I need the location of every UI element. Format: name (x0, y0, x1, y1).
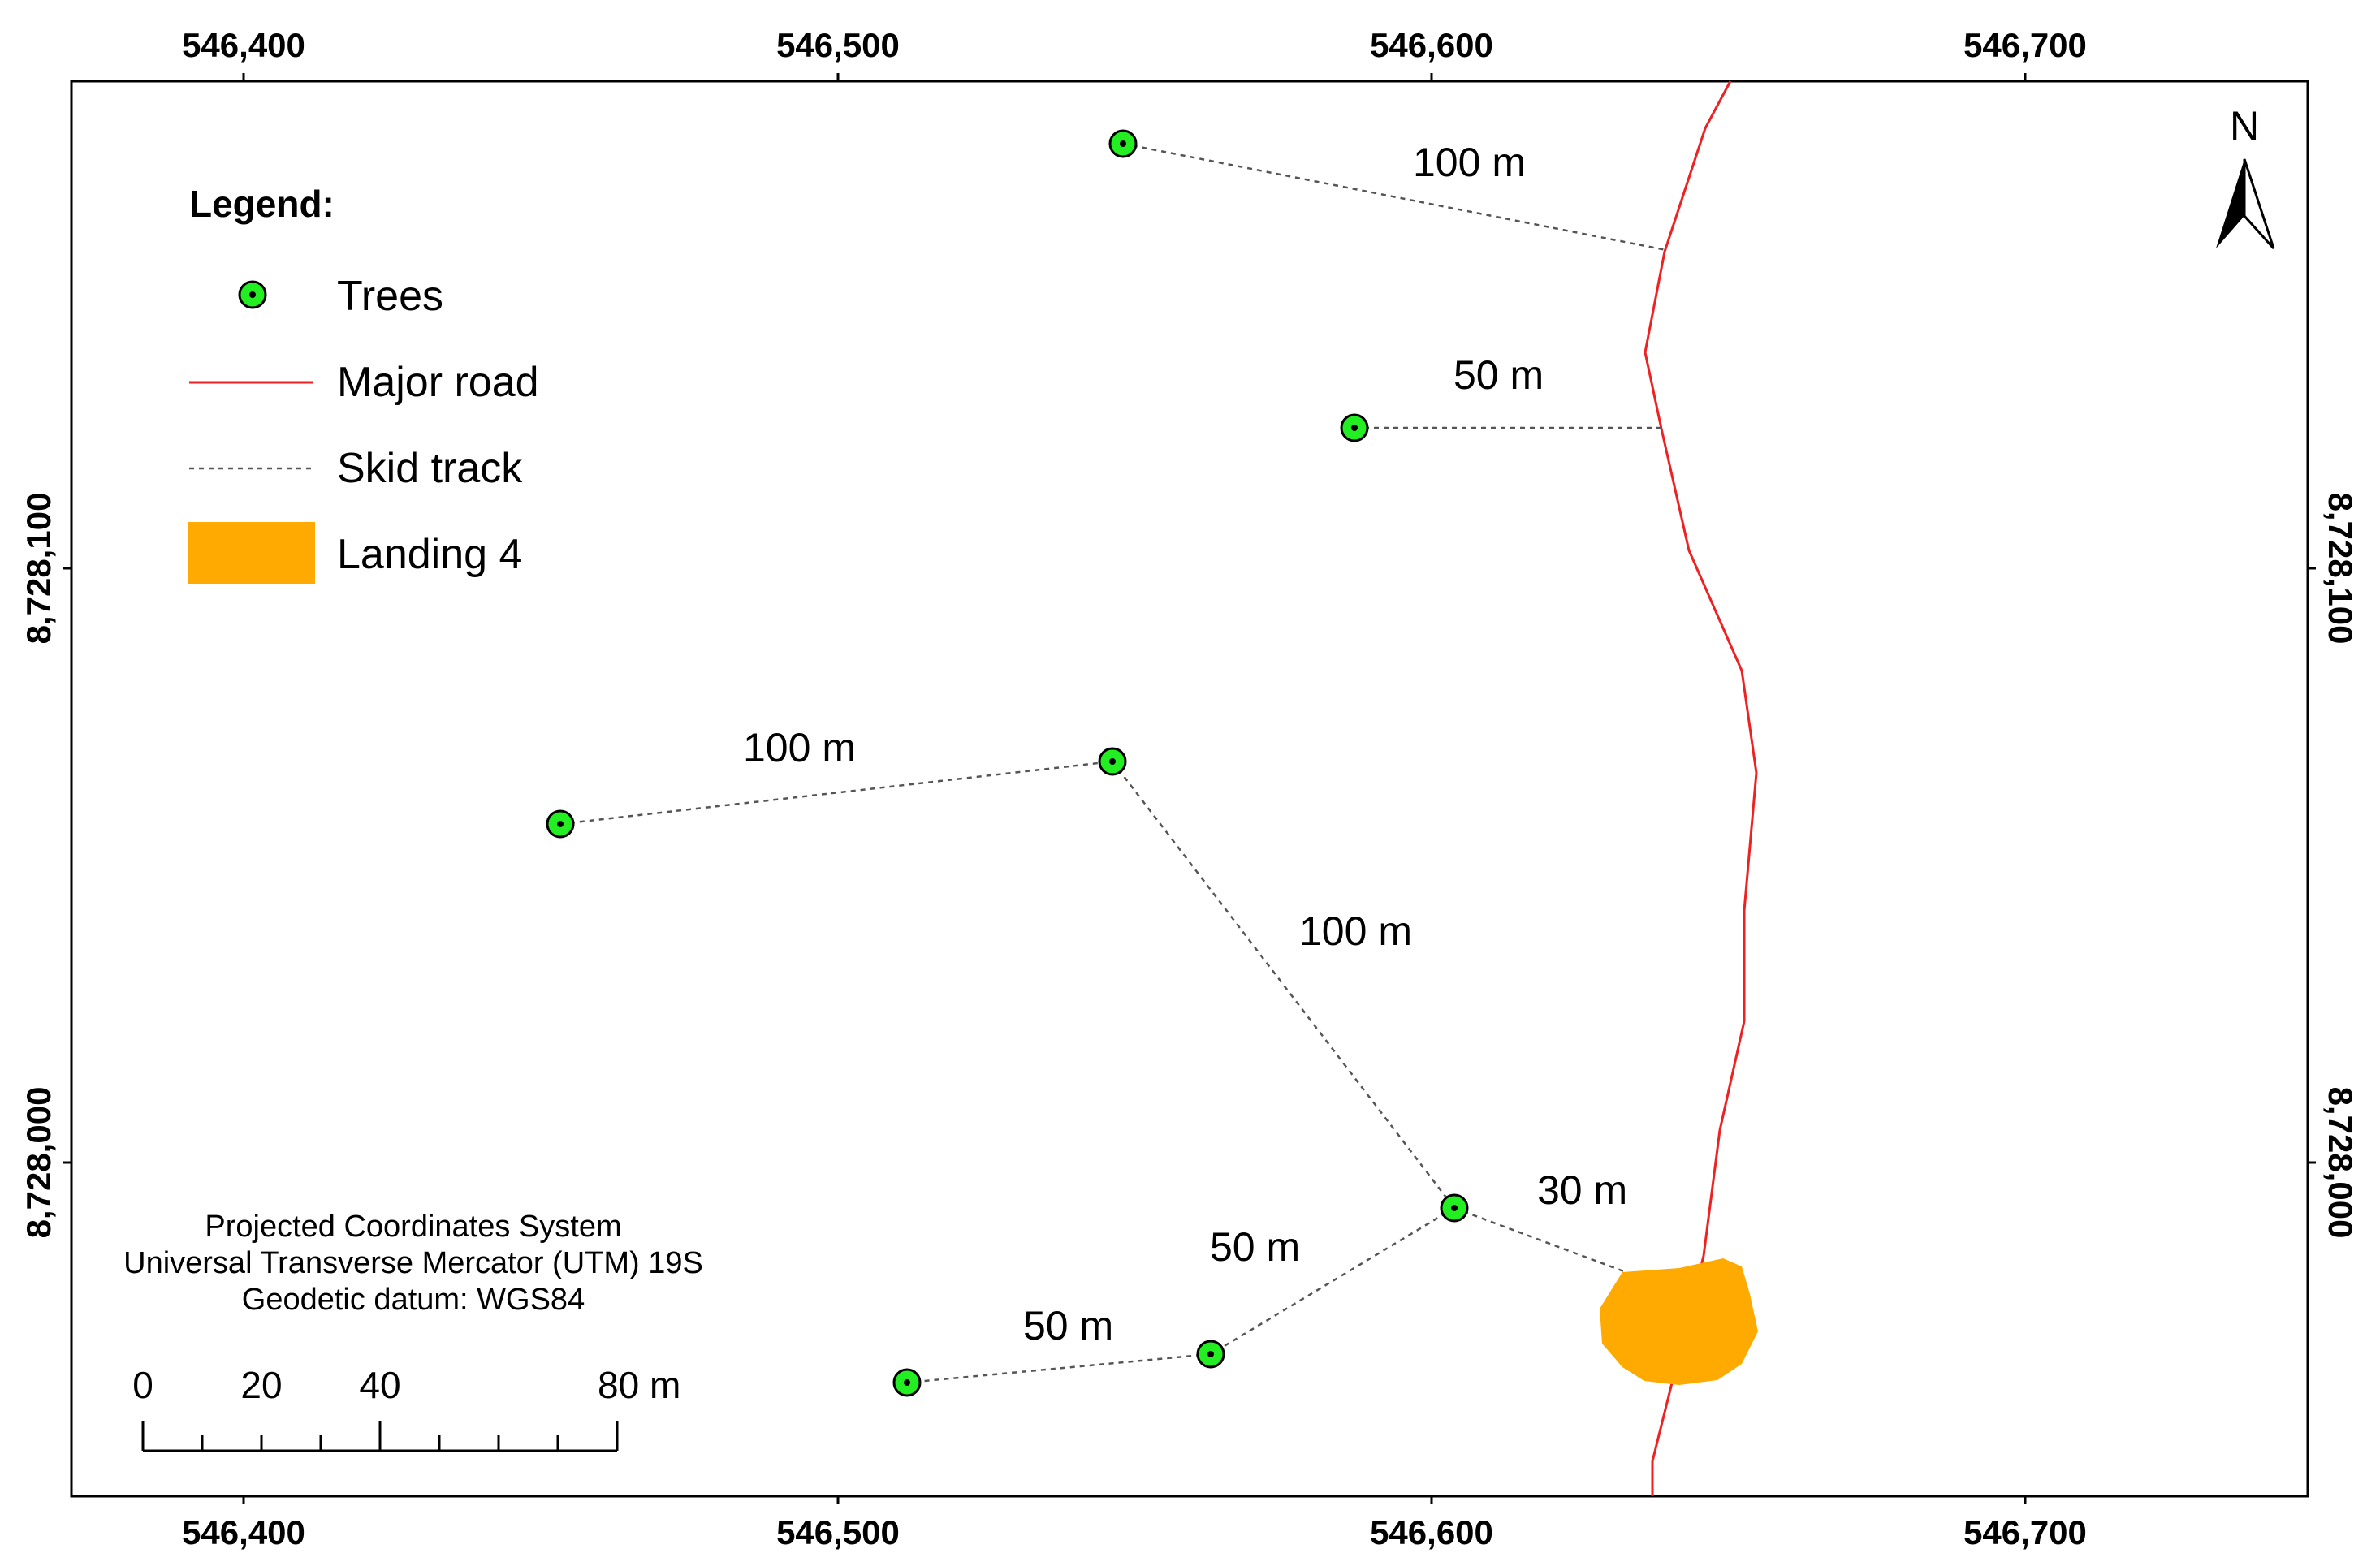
top-x-tick-label: 546,400 (182, 26, 305, 64)
projection-line: Geodetic datum: WGS84 (242, 1283, 585, 1317)
skid-tracks (559, 142, 1667, 1384)
legend-item-major-road: Major road (189, 359, 539, 406)
scale-label: 80 m (598, 1364, 680, 1406)
left-y-tick-label: 8,728,100 (19, 493, 58, 645)
skid-track (906, 1352, 1212, 1384)
projection-line: Projected Coordinates System (205, 1210, 621, 1244)
skid-track (1210, 1206, 1455, 1356)
bottom-x-tick-label: 546,600 (1370, 1513, 1493, 1551)
right-y-tick-label: 8,728,100 (2322, 493, 2360, 645)
legend-label: Skid track (337, 445, 523, 492)
scale-label: 40 (359, 1364, 400, 1406)
scale-bar: 0 20 40 80 m (132, 1364, 680, 1452)
projection-line: Universal Transverse Mercator (UTM) 19S (123, 1246, 703, 1280)
bottom-x-tick-label: 546,700 (1963, 1513, 2087, 1551)
axis-ticks (63, 73, 2316, 1504)
legend-label: Landing 4 (337, 531, 522, 578)
skid-track (1453, 1206, 1629, 1275)
landing-swatch-icon (188, 522, 315, 584)
major-road (1644, 80, 1758, 1496)
right-y-tick-label: 8,728,000 (2322, 1087, 2360, 1239)
top-x-tick-label: 546,500 (776, 26, 900, 64)
track-distance-label: 50 m (1210, 1224, 1300, 1270)
tree-marker (892, 1368, 922, 1397)
track-distance-label: 30 m (1537, 1167, 1627, 1213)
legend-item-skid-track: Skid track (189, 445, 523, 492)
legend-label: Major road (337, 359, 539, 406)
top-x-tick-label: 546,700 (1963, 26, 2087, 64)
legend-item-trees: Trees (238, 273, 443, 320)
skid-track (1122, 142, 1667, 252)
track-distance-label: 100 m (1299, 908, 1412, 954)
top-x-tick-label: 546,600 (1370, 26, 1493, 64)
projection-note: Projected Coordinates System Universal T… (123, 1210, 703, 1317)
left-y-tick-label: 8,728,000 (19, 1087, 58, 1239)
north-arrow-icon (2216, 159, 2244, 248)
north-arrow: N (2216, 103, 2275, 250)
tree-marker (546, 809, 575, 839)
bottom-x-tick-label: 546,400 (182, 1513, 305, 1551)
legend: Legend: Trees Major road Skid track Land… (188, 183, 539, 584)
legend-label: Trees (337, 273, 443, 320)
legend-title: Legend: (189, 183, 335, 225)
scale-label: 20 (240, 1364, 282, 1406)
north-label: N (2230, 103, 2259, 149)
tree-marker (1098, 747, 1127, 776)
map-frame (70, 80, 2309, 1498)
landing-area (1600, 1258, 1758, 1385)
track-distance-label: 100 m (1413, 140, 1526, 185)
tree-marker (1196, 1340, 1225, 1369)
tree-marker (1108, 129, 1138, 158)
tree-marker (1440, 1193, 1469, 1223)
track-distance-label: 100 m (743, 725, 856, 770)
track-distance-label: 50 m (1453, 352, 1544, 398)
bottom-x-tick-label: 546,500 (776, 1513, 900, 1551)
trees (546, 129, 1469, 1397)
track-distance-label: 50 m (1023, 1303, 1113, 1348)
tree-marker (1340, 413, 1369, 442)
legend-item-landing: Landing 4 (188, 522, 522, 584)
scale-label: 0 (132, 1364, 153, 1406)
skid-track (1112, 761, 1455, 1209)
